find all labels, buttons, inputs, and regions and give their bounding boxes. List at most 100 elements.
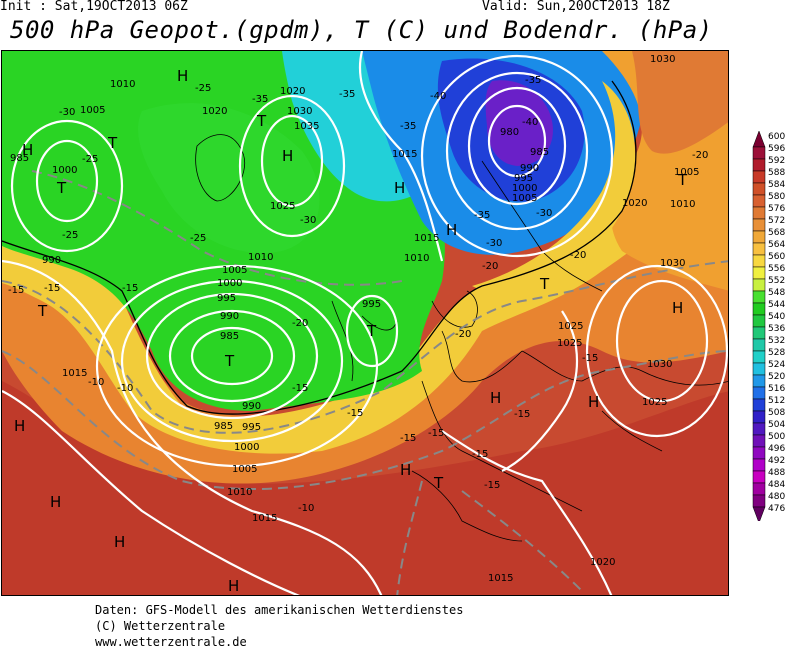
isobar-label: 1015 bbox=[62, 368, 87, 379]
isobar-label: 1005 bbox=[512, 193, 537, 204]
isobar-label: 980 bbox=[500, 127, 519, 138]
scale-swatch bbox=[752, 434, 766, 448]
isotherm-label: -15 bbox=[472, 449, 488, 460]
pressure-centers: H T H T H T H T H T H T H T H H H H H T … bbox=[14, 67, 688, 595]
isotherm-label: -15 bbox=[484, 480, 500, 491]
isotherm-labels: -25 -30 -25 -35 -30 -35 -40 -35 -40 -35 … bbox=[8, 75, 708, 514]
isobar-label: 1010 bbox=[227, 487, 252, 498]
isobar-label: 985 bbox=[530, 147, 549, 158]
high-center-symbol: H bbox=[588, 393, 599, 411]
scale-label: 476 bbox=[768, 504, 785, 514]
low-center-symbol: T bbox=[224, 352, 235, 370]
isotherm-label: -35 bbox=[339, 89, 355, 100]
isotherm-label: -15 bbox=[8, 285, 24, 296]
isotherm-label: -15 bbox=[400, 433, 416, 444]
scale-label: 504 bbox=[768, 420, 785, 430]
scale-label: 588 bbox=[768, 168, 785, 178]
scale-swatch bbox=[752, 410, 766, 424]
isotherm-label: -10 bbox=[298, 503, 314, 514]
map-canvas: 1010 1005 1000 995 990 985 1015 1020 102… bbox=[2, 51, 728, 595]
scale-swatch bbox=[752, 314, 766, 328]
scale-label: 496 bbox=[768, 444, 785, 454]
isobar-label: 990 bbox=[242, 401, 261, 412]
isotherms bbox=[2, 170, 728, 595]
scale-swatch bbox=[752, 374, 766, 388]
scale-label: 580 bbox=[768, 192, 785, 202]
init-time: Init : Sat,19OCT2013 06Z bbox=[0, 0, 188, 14]
high-center-symbol: H bbox=[446, 221, 457, 239]
isotherm-label: -20 bbox=[482, 261, 498, 272]
scale-swatch bbox=[752, 230, 766, 244]
scale-label: 584 bbox=[768, 180, 785, 190]
isotherm-label: -30 bbox=[486, 238, 502, 249]
scale-label: 560 bbox=[768, 252, 785, 262]
scale-label: 548 bbox=[768, 288, 785, 298]
high-center-symbol: H bbox=[400, 461, 411, 479]
high-center-symbol: H bbox=[490, 389, 501, 407]
isobar-label: 995 bbox=[242, 422, 261, 433]
isotherm-label: -20 bbox=[570, 250, 586, 261]
isotherm-label: -20 bbox=[292, 318, 308, 329]
scale-label: 500 bbox=[768, 432, 785, 442]
isobar-label: 995 bbox=[217, 293, 236, 304]
scale-swatch bbox=[752, 170, 766, 184]
isobar-label: 1035 bbox=[294, 121, 319, 132]
isotherm-label: -35 bbox=[525, 75, 541, 86]
isobar-label: 1025 bbox=[642, 397, 667, 408]
scale-swatch bbox=[752, 470, 766, 484]
high-center-symbol: H bbox=[228, 577, 239, 595]
low-purple-core bbox=[485, 80, 553, 166]
isobar-label: 990 bbox=[520, 163, 539, 174]
scale-swatch bbox=[752, 482, 766, 496]
isotherm-label: -15 bbox=[44, 283, 60, 294]
scale-label: 568 bbox=[768, 228, 785, 238]
isobar-label: 1010 bbox=[110, 79, 135, 90]
isobar-label: 1005 bbox=[674, 167, 699, 178]
scale-swatch bbox=[752, 206, 766, 220]
scale-label: 556 bbox=[768, 264, 785, 274]
isotherm-label: -40 bbox=[522, 117, 538, 128]
low-center-symbol: T bbox=[677, 171, 688, 189]
scale-swatch bbox=[752, 218, 766, 232]
isobar-labels: 1010 1005 1000 995 990 985 1015 1020 102… bbox=[10, 54, 699, 584]
scale-swatch bbox=[752, 278, 766, 292]
isotherm-label: -15 bbox=[347, 408, 363, 419]
low-yellow-rim bbox=[472, 81, 636, 294]
low-center-symbol: T bbox=[56, 179, 67, 197]
isobar-label: 1005 bbox=[80, 105, 105, 116]
scale-label: 596 bbox=[768, 144, 785, 154]
chart-title: 500 hPa Geopot.(gpdm), T (C) und Bodendr… bbox=[10, 16, 713, 44]
scale-swatch bbox=[752, 386, 766, 400]
scale-swatch bbox=[752, 362, 766, 376]
isobar-label: 995 bbox=[514, 173, 533, 184]
scale-label: 564 bbox=[768, 240, 785, 250]
isobar-label: 1015 bbox=[488, 573, 513, 584]
scale-swatch bbox=[752, 458, 766, 472]
high-center-symbol: H bbox=[394, 179, 405, 197]
isotherm-label: -15 bbox=[428, 428, 444, 439]
scale-swatch bbox=[752, 254, 766, 268]
scale-label: 552 bbox=[768, 276, 785, 286]
isotherm-label: -25 bbox=[195, 83, 211, 94]
isotherm-label: -10 bbox=[88, 377, 104, 388]
color-scale-legend: 600 596 592 588 584 580 576 572 568 564 560 556 552 5… bbox=[752, 129, 790, 524]
isobar-label: 985 bbox=[10, 153, 29, 164]
low-center-symbol: T bbox=[256, 112, 267, 130]
scale-label: 516 bbox=[768, 384, 785, 394]
isobar-label: 990 bbox=[42, 255, 61, 266]
isobar-label: 1025 bbox=[270, 201, 295, 212]
scale-swatch bbox=[752, 494, 766, 508]
valid-time: Valid: Sun,20OCT2013 18Z bbox=[482, 0, 670, 14]
footer-url[interactable]: www.wetterzentrale.de bbox=[95, 635, 247, 649]
scale-swatch bbox=[752, 326, 766, 340]
isobar-label: 1030 bbox=[287, 106, 312, 117]
ne-ridge-inner bbox=[632, 51, 728, 154]
scale-label: 532 bbox=[768, 336, 785, 346]
isobar-label: 985 bbox=[220, 331, 239, 342]
weather-map[interactable]: 1010 1005 1000 995 990 985 1015 1020 102… bbox=[1, 50, 729, 596]
scale-label: 524 bbox=[768, 360, 785, 370]
isobar-label: 1010 bbox=[404, 253, 429, 264]
isobar-label: 990 bbox=[220, 311, 239, 322]
isotherm-label: -15 bbox=[122, 283, 138, 294]
isobar-label: 1030 bbox=[650, 54, 675, 65]
